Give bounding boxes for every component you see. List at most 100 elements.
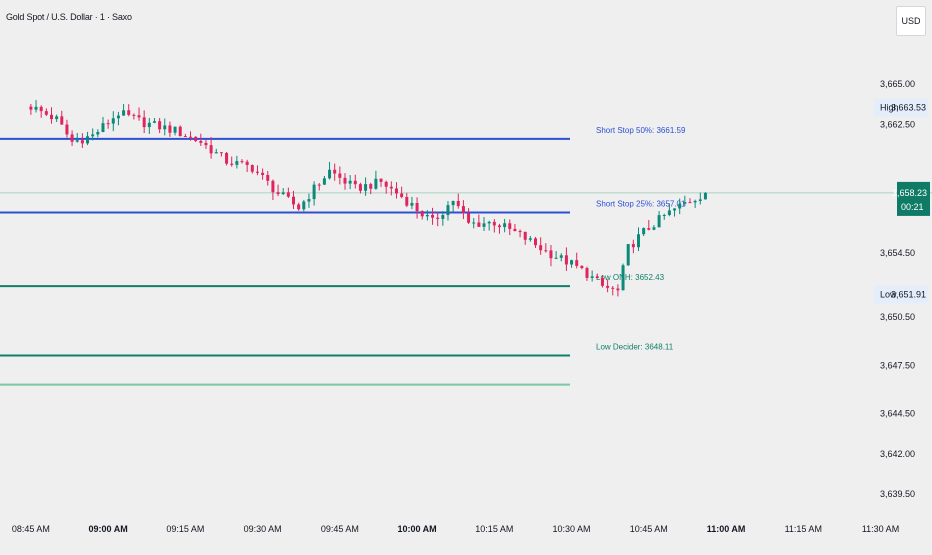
candle[interactable] [39,105,43,118]
candle[interactable] [662,213,666,220]
candle[interactable] [575,252,579,269]
candle[interactable] [358,182,362,194]
candle[interactable] [595,273,599,279]
candle[interactable] [688,198,692,204]
candle[interactable] [415,197,419,219]
candle[interactable] [333,163,337,181]
candle[interactable] [467,208,471,224]
candle[interactable] [544,243,548,253]
candle[interactable] [611,286,615,296]
candle[interactable] [374,170,378,190]
candle[interactable] [158,118,162,134]
candle[interactable] [142,110,146,134]
candle[interactable] [106,119,110,129]
candle[interactable] [55,114,59,122]
candle[interactable] [410,196,414,210]
candle[interactable] [400,186,404,199]
candle[interactable] [266,171,270,186]
candle[interactable] [642,227,646,237]
candle[interactable] [698,192,702,205]
candle[interactable] [436,212,440,227]
symbol-title[interactable]: Gold Spot / U.S. Dollar · 1 · Saxo [6,12,132,22]
candle[interactable] [477,214,481,227]
candle[interactable] [693,199,697,208]
candle[interactable] [554,251,558,260]
candle[interactable] [297,202,301,211]
candle[interactable] [492,219,496,233]
candle[interactable] [209,137,213,159]
candle[interactable] [564,247,568,271]
candle[interactable] [29,103,33,115]
candle[interactable] [580,265,584,270]
candle[interactable] [600,274,604,288]
candle[interactable] [431,207,435,225]
candle[interactable] [353,174,357,189]
currency-button[interactable]: USD [896,6,926,36]
candle[interactable] [302,199,306,212]
candle[interactable] [703,192,707,200]
candle[interactable] [472,218,476,229]
candle[interactable] [539,237,543,255]
candle[interactable] [189,131,193,141]
candle[interactable] [60,110,64,125]
candle[interactable] [673,208,677,217]
candle[interactable] [636,227,640,252]
candle[interactable] [364,177,368,196]
candle[interactable] [389,181,393,196]
candle[interactable] [199,133,203,147]
candle[interactable] [44,108,48,117]
candle[interactable] [379,178,383,187]
candle[interactable] [281,188,285,195]
candle[interactable] [219,152,223,157]
candle[interactable] [425,210,429,221]
candle[interactable] [461,200,465,220]
candle[interactable] [286,187,290,198]
candle[interactable] [369,182,373,195]
candle[interactable] [235,155,239,169]
candle[interactable] [523,231,527,245]
candle[interactable] [122,104,126,116]
candle[interactable] [91,128,95,141]
candle[interactable] [132,113,136,120]
candle[interactable] [65,119,69,138]
candle[interactable] [405,192,409,208]
candle[interactable] [261,168,265,180]
candle[interactable] [482,217,486,231]
candle[interactable] [49,107,53,124]
candle[interactable] [116,111,120,126]
candle[interactable] [101,116,105,133]
candle[interactable] [559,253,563,262]
candle[interactable] [328,161,332,180]
candle[interactable] [508,219,512,236]
candle[interactable] [590,270,594,282]
candle[interactable] [255,165,259,176]
candle[interactable] [75,132,79,143]
candle[interactable] [317,182,321,191]
candle[interactable] [276,184,280,197]
candle[interactable] [446,201,450,221]
candle[interactable] [518,229,522,238]
candle[interactable] [322,175,326,186]
candle[interactable] [127,104,131,117]
candle[interactable] [250,164,254,174]
candle[interactable] [204,139,208,149]
candle[interactable] [307,193,311,208]
candle[interactable] [230,156,234,167]
candle[interactable] [225,151,229,166]
candle[interactable] [503,218,507,233]
candle[interactable] [80,133,84,148]
candle[interactable] [394,182,398,199]
candle[interactable] [621,263,625,291]
candle[interactable] [312,181,316,206]
candle[interactable] [667,203,671,217]
candle[interactable] [348,175,352,190]
candle[interactable] [147,117,151,134]
candle[interactable] [152,118,156,124]
candle[interactable] [338,166,342,185]
candle[interactable] [652,225,656,231]
candle[interactable] [456,193,460,209]
candle[interactable] [194,136,198,143]
candle[interactable] [451,200,455,212]
candle[interactable] [183,133,187,138]
